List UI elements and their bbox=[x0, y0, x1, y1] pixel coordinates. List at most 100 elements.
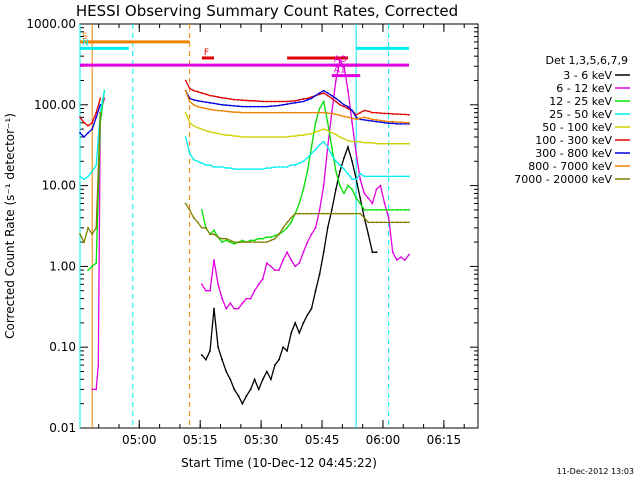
y-tick-label: 0.01 bbox=[49, 421, 76, 435]
data-point bbox=[347, 89, 349, 92]
data-point bbox=[270, 265, 272, 268]
data-point bbox=[339, 136, 341, 138]
data-point bbox=[302, 134, 305, 137]
data-point bbox=[253, 289, 256, 292]
data-point bbox=[213, 102, 215, 105]
data-point bbox=[371, 141, 374, 144]
data-point bbox=[363, 109, 366, 112]
data-point bbox=[399, 123, 402, 125]
data-point bbox=[233, 105, 236, 107]
data-point bbox=[359, 117, 362, 120]
data-point bbox=[274, 269, 276, 271]
data-point bbox=[367, 233, 370, 236]
data-point bbox=[399, 142, 402, 145]
data-point bbox=[245, 297, 248, 300]
data-point bbox=[290, 135, 293, 138]
series-group bbox=[184, 89, 410, 124]
data-point bbox=[318, 143, 321, 146]
data-point bbox=[367, 117, 370, 120]
data-point bbox=[233, 135, 236, 138]
data-point bbox=[310, 212, 313, 215]
data-point bbox=[79, 131, 81, 134]
data-point bbox=[282, 100, 284, 103]
data-point bbox=[326, 146, 329, 148]
data-point bbox=[91, 121, 94, 124]
data-point bbox=[192, 124, 195, 127]
data-point bbox=[196, 126, 199, 129]
flag-bar-label: N bbox=[82, 38, 89, 48]
data-point bbox=[355, 118, 358, 121]
data-point bbox=[387, 112, 390, 115]
data-point bbox=[335, 170, 337, 173]
data-point bbox=[79, 233, 81, 236]
data-point bbox=[91, 170, 94, 173]
data-point bbox=[237, 394, 240, 397]
data-point bbox=[257, 111, 260, 114]
data-point bbox=[306, 314, 309, 316]
data-point bbox=[282, 111, 284, 114]
data-point bbox=[330, 209, 333, 211]
data-point bbox=[363, 209, 366, 211]
data-point bbox=[249, 297, 252, 300]
data-point bbox=[404, 142, 406, 145]
data-point bbox=[200, 226, 203, 229]
data-point bbox=[221, 166, 224, 168]
data-point bbox=[274, 234, 276, 237]
series-line bbox=[184, 90, 409, 124]
data-point bbox=[265, 136, 268, 138]
data-point bbox=[399, 209, 402, 211]
data-point bbox=[322, 212, 325, 215]
data-point bbox=[196, 99, 199, 102]
data-point bbox=[286, 111, 288, 114]
data-point bbox=[184, 111, 187, 114]
data-point bbox=[367, 175, 370, 178]
data-point bbox=[261, 105, 264, 108]
data-point bbox=[290, 221, 293, 224]
data-point bbox=[404, 221, 406, 224]
data-point bbox=[351, 121, 353, 124]
data-point bbox=[347, 105, 349, 108]
data-point bbox=[371, 221, 374, 224]
data-point bbox=[192, 99, 195, 101]
legend-entry-label: 100 - 300 keV bbox=[535, 134, 612, 147]
data-point bbox=[294, 322, 297, 324]
data-point bbox=[306, 170, 309, 173]
data-point bbox=[306, 133, 309, 136]
data-point bbox=[298, 162, 301, 165]
flag-bar-label: F bbox=[204, 48, 209, 58]
data-point bbox=[253, 99, 256, 102]
data-point bbox=[306, 157, 309, 159]
data-point bbox=[87, 124, 89, 127]
legend-entry-label: 300 - 800 keV bbox=[535, 147, 612, 160]
data-point bbox=[241, 99, 244, 102]
data-point bbox=[209, 289, 211, 292]
data-point bbox=[363, 116, 366, 119]
data-point bbox=[379, 221, 382, 224]
data-point bbox=[270, 111, 272, 114]
data-point bbox=[347, 139, 349, 142]
data-point bbox=[229, 98, 232, 100]
data-point bbox=[213, 131, 215, 134]
data-point bbox=[274, 364, 276, 366]
data-point bbox=[408, 209, 410, 211]
data-point bbox=[241, 239, 244, 242]
data-point bbox=[298, 202, 301, 205]
data-point bbox=[318, 273, 321, 276]
data-point bbox=[245, 394, 248, 397]
data-point bbox=[245, 105, 248, 108]
data-point bbox=[343, 212, 345, 215]
data-point bbox=[322, 111, 325, 114]
series-group bbox=[79, 79, 410, 127]
data-point bbox=[371, 175, 374, 178]
series-group bbox=[184, 111, 410, 145]
data-point bbox=[343, 157, 345, 159]
data-point bbox=[184, 202, 187, 205]
data-point bbox=[196, 105, 199, 108]
data-point bbox=[375, 119, 378, 121]
data-point bbox=[322, 184, 325, 187]
data-point bbox=[294, 135, 297, 138]
data-point bbox=[335, 188, 337, 191]
data-point bbox=[318, 209, 321, 211]
data-point bbox=[270, 136, 272, 138]
data-point bbox=[399, 256, 402, 259]
